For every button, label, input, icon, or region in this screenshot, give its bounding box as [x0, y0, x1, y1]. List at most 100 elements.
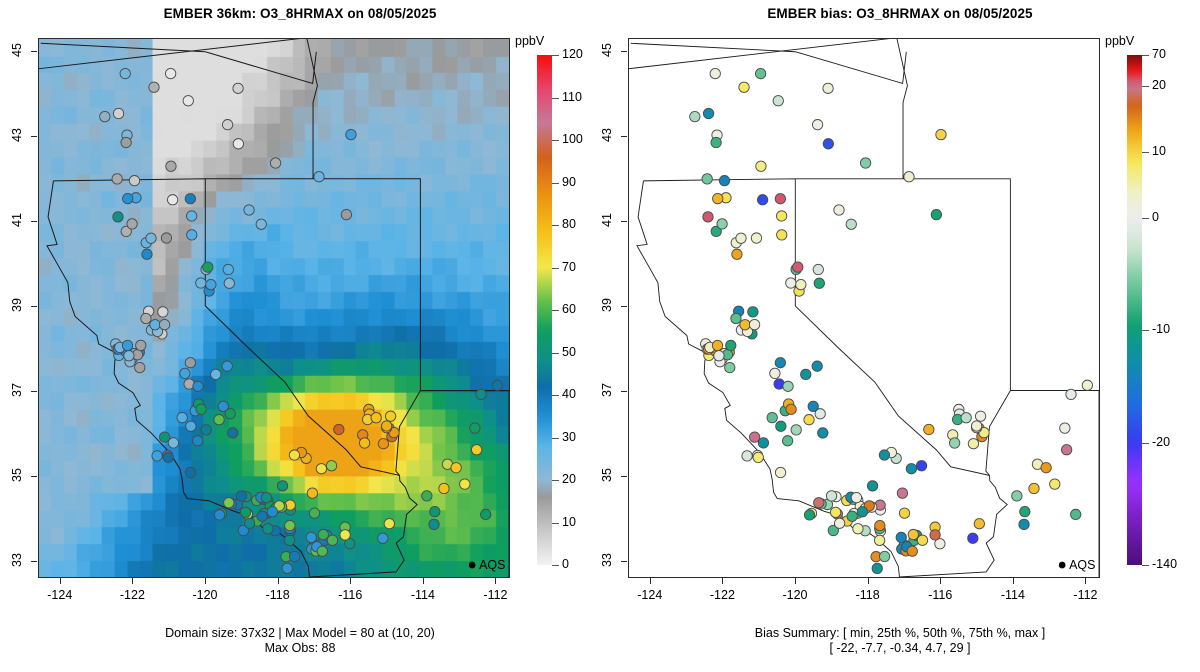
aqs-site-marker — [227, 427, 239, 439]
aqs-site-marker — [813, 497, 825, 509]
aqs-site-marker — [907, 528, 919, 541]
aqs-site-marker — [973, 518, 985, 530]
aqs-site-marker — [747, 306, 759, 318]
aqs-site-marker — [859, 157, 872, 169]
aqs-site-marker — [709, 67, 721, 80]
aqs-site-marker — [316, 545, 328, 557]
x-axis-tick — [649, 578, 651, 584]
panel-title-bias: EMBER bias: O3_8HRMAX on 08/05/2025 — [767, 6, 1033, 21]
aqs-site-marker — [235, 490, 248, 502]
aqs-site-marker — [878, 550, 891, 563]
aqs-site-marker — [757, 437, 770, 449]
aqs-site-marker — [151, 450, 163, 462]
y-axis-tick-label: 37 — [10, 382, 24, 397]
x-axis-tick — [867, 578, 869, 584]
aqs-site-marker — [205, 278, 217, 291]
aqs-site-marker — [438, 482, 450, 495]
x-axis-tick — [1012, 578, 1014, 584]
aqs-site-marker — [833, 204, 845, 216]
aqs-site-marker — [99, 110, 111, 123]
colorbar-tick-label: 10 — [562, 514, 576, 529]
aqs-site-marker — [896, 487, 909, 499]
aqs-site-marker — [1011, 490, 1023, 502]
aqs-site-marker — [1019, 506, 1031, 518]
aqs-site-marker — [195, 277, 207, 289]
aqs-site-marker — [317, 528, 329, 541]
aqs-site-marker — [120, 136, 132, 149]
bias-caption-line2: [ -22, -7.7, -0.34, 4.7, 29 ] — [829, 641, 971, 655]
map-boundary-line — [630, 42, 907, 85]
colorbar-tick — [552, 480, 559, 481]
colorbar-tick — [552, 140, 559, 141]
aqs-site-marker — [223, 277, 235, 289]
aqs-site-marker — [702, 107, 715, 120]
aqs-site-marker — [471, 444, 483, 456]
aqs-site-marker — [711, 339, 724, 352]
y-axis-tick — [621, 390, 627, 392]
aqs-site-marker — [123, 350, 135, 362]
aqs-site-marker — [710, 225, 722, 238]
colorbar-tick-label: 80 — [562, 217, 576, 231]
x-axis-tick — [422, 578, 424, 584]
aqs-site-marker — [326, 534, 339, 546]
aqs-site-marker — [970, 420, 983, 432]
aqs-site-marker — [1040, 462, 1052, 474]
colorbar-tick-label: 20 — [562, 472, 576, 486]
aqs-site-marker — [288, 550, 301, 563]
aqs-site-marker — [340, 209, 353, 221]
aqs-site-marker — [243, 517, 256, 529]
aqs-site-marker — [803, 414, 815, 426]
aqs-site-marker — [223, 497, 235, 509]
aqs-site-marker — [262, 523, 274, 535]
y-axis-tick — [31, 305, 37, 307]
aqs-site-marker — [165, 160, 177, 172]
y-axis-tick-label: 43 — [10, 127, 24, 142]
aqs-site-marker — [871, 562, 883, 574]
colorbar-tick — [552, 225, 559, 226]
y-axis-tick-label: 39 — [10, 297, 24, 312]
aqs-site-marker — [785, 277, 797, 289]
aqs-site-marker — [774, 357, 786, 369]
aqs-site-marker — [232, 138, 244, 150]
aqs-site-marker — [186, 229, 198, 241]
colorbar-tick-label: -20 — [1152, 434, 1171, 449]
aqs-site-marker — [923, 423, 935, 436]
colorbar-tick-label: 110 — [562, 89, 582, 104]
aqs-site-marker — [176, 411, 188, 424]
aqs-site-marker — [284, 519, 296, 532]
aqs-site-marker — [738, 81, 750, 93]
y-axis-tick — [621, 560, 627, 562]
aqs-site-marker — [930, 209, 943, 221]
aqs-site-marker — [701, 173, 713, 185]
aqs-site-marker — [755, 67, 767, 80]
aqs-site-marker — [725, 339, 737, 351]
aqs-site-marker — [421, 490, 433, 502]
aqs-site-marker — [162, 451, 174, 463]
aqs-site-marker — [358, 437, 371, 449]
bias-colorbar-gradient — [1127, 55, 1142, 565]
aqs-site-marker — [710, 136, 722, 149]
aqs-site-marker — [716, 218, 728, 230]
aqs-site-marker — [1059, 422, 1071, 434]
model-map-plot[interactable]: AQS — [38, 38, 510, 578]
aqs-site-marker — [305, 531, 317, 543]
aqs-legend-label: AQS — [479, 558, 505, 572]
aqs-site-marker — [344, 538, 356, 550]
aqs-site-marker — [339, 529, 351, 541]
aqs-site-marker — [774, 193, 786, 205]
y-axis-tick-label: 35 — [600, 467, 614, 482]
aqs-site-marker — [874, 534, 886, 546]
aqs-site-marker — [916, 534, 929, 546]
aqs-site-marker — [807, 400, 819, 412]
aqs-site-marker — [243, 204, 255, 216]
colorbar-tick-label: 40 — [562, 387, 576, 401]
aqs-site-marker — [852, 523, 864, 535]
aqs-site-marker — [224, 408, 236, 420]
bias-map-plot[interactable]: AQS — [628, 38, 1100, 578]
aqs-site-marker — [184, 466, 197, 479]
y-axis-tick — [31, 135, 37, 137]
colorbar-tick-label: 100 — [562, 132, 583, 146]
aqs-site-marker — [308, 507, 321, 519]
map-boundary-line — [896, 39, 908, 179]
aqs-site-marker — [866, 480, 879, 492]
